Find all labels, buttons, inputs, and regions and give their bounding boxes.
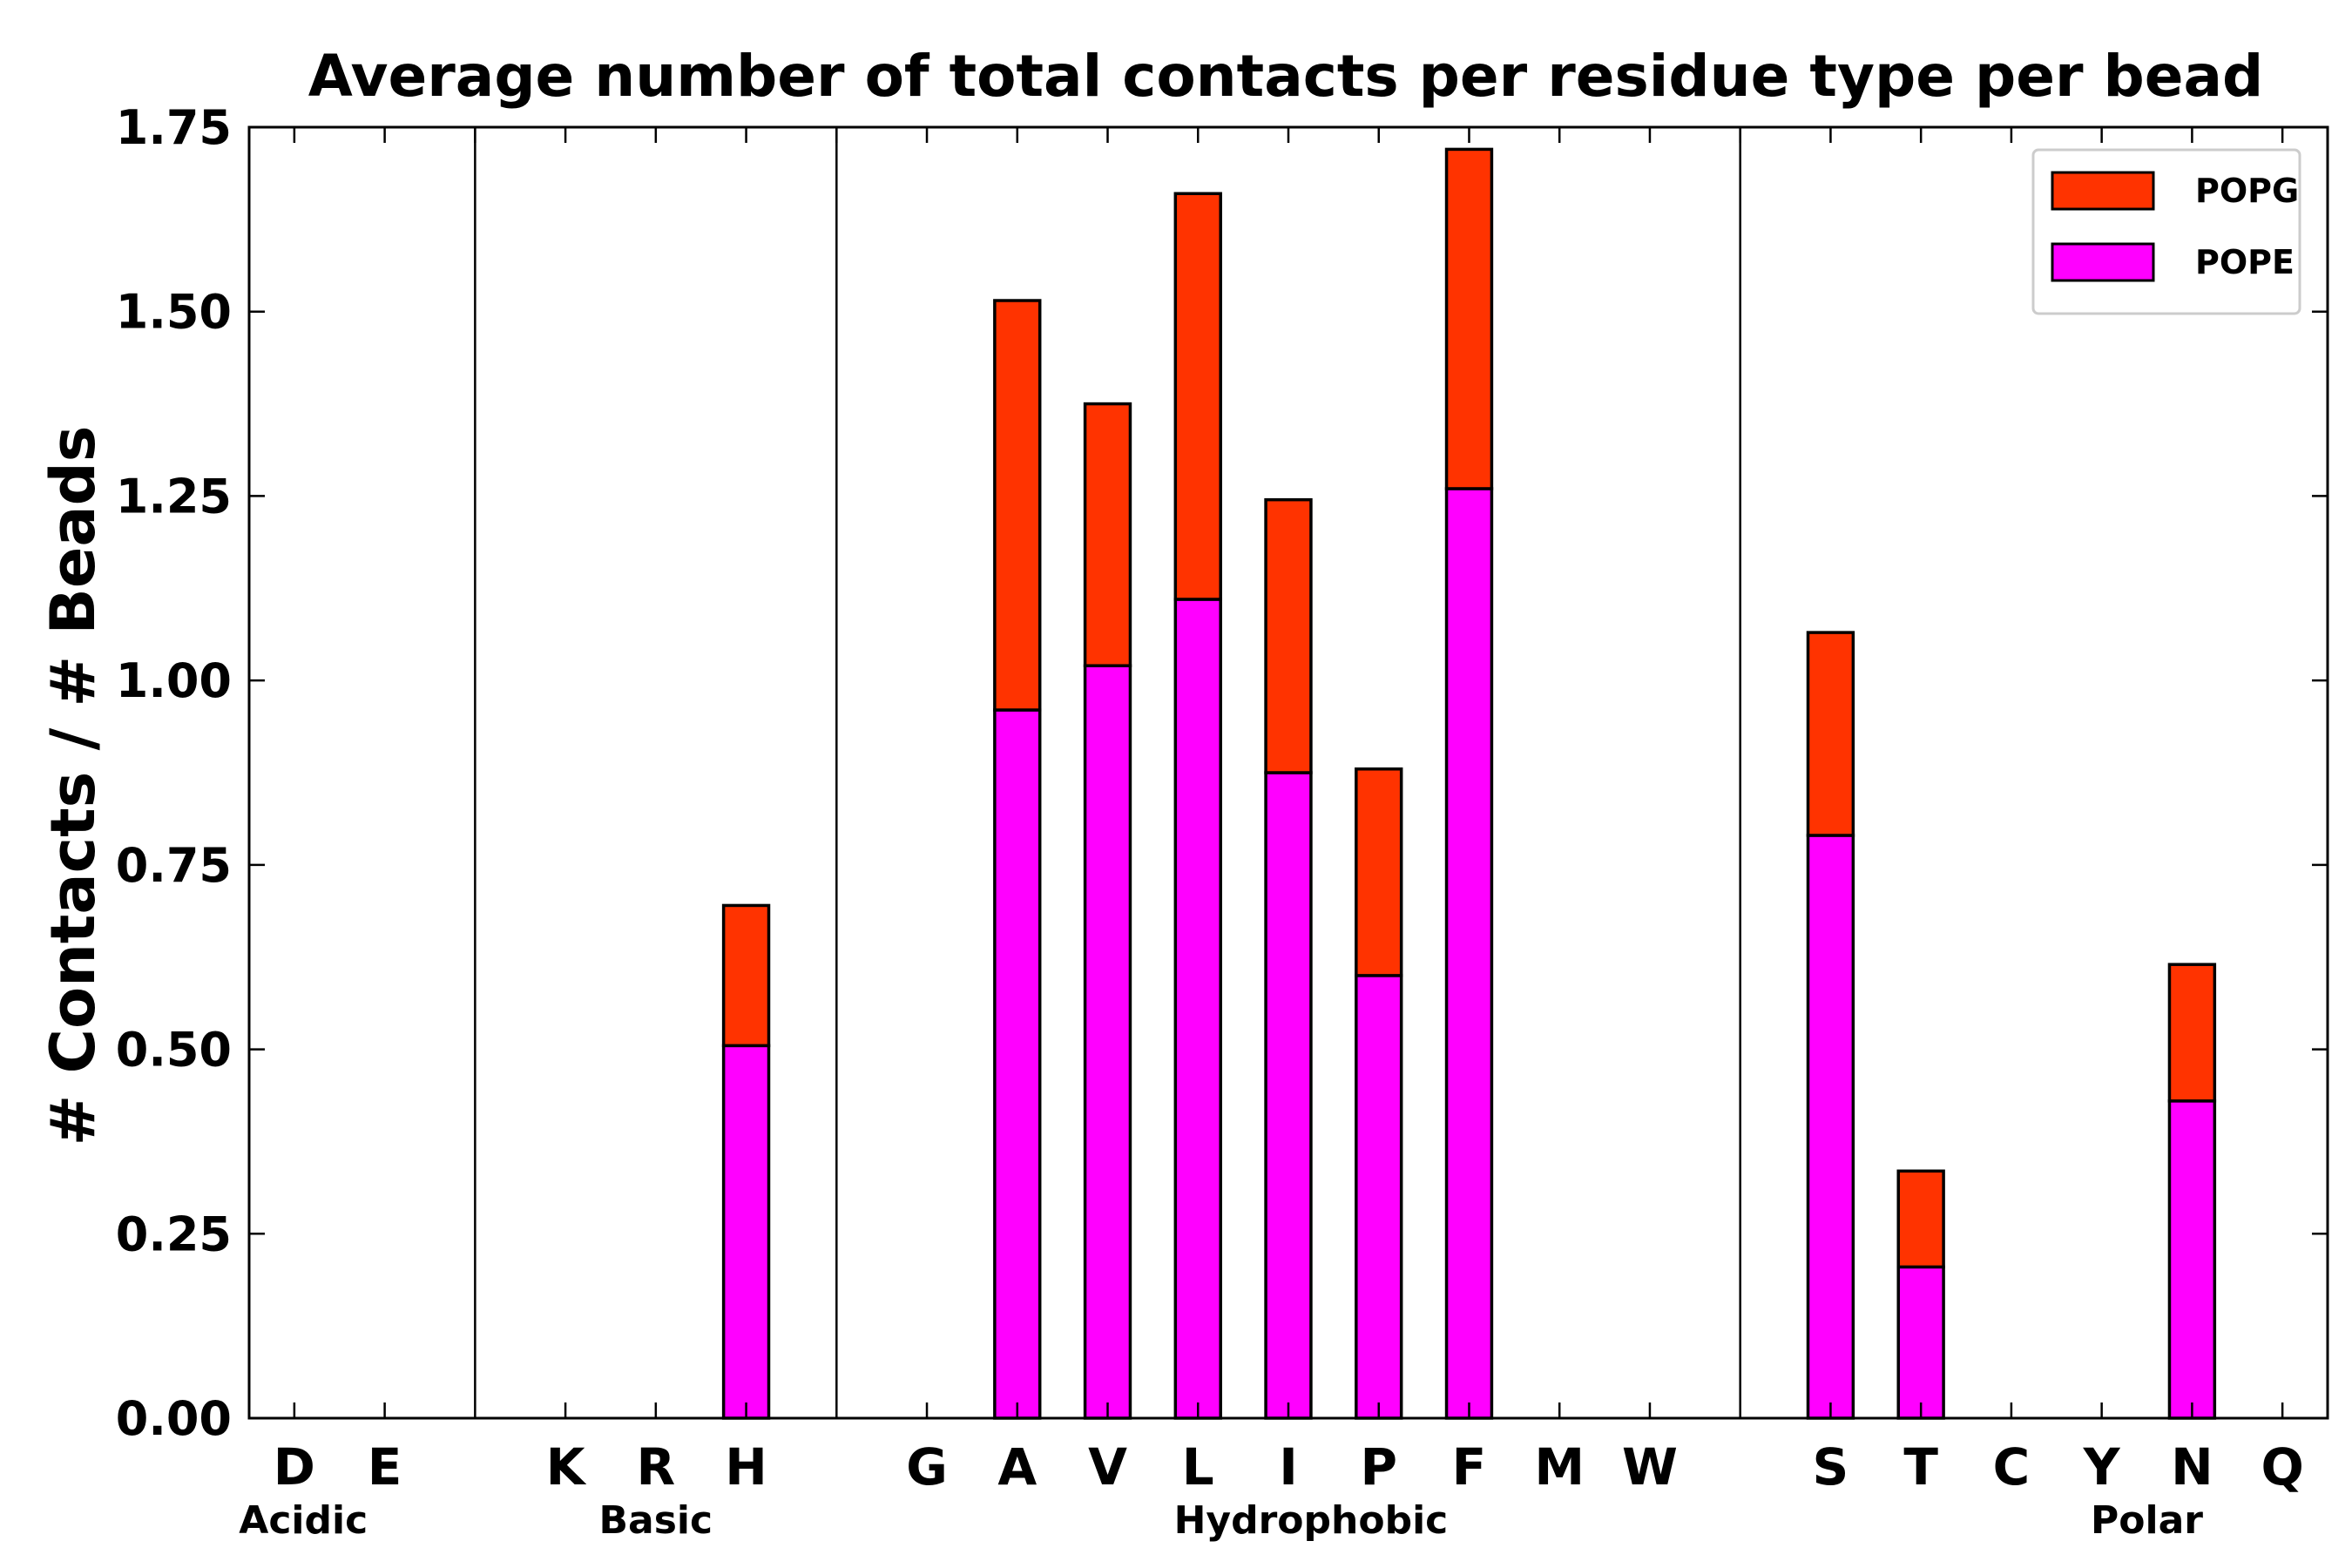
legend-swatch-pope xyxy=(2051,242,2155,282)
x-tick-label-V: V xyxy=(1088,1437,1127,1497)
group-label-acidic: Acidic xyxy=(239,1498,368,1543)
y-tick-label: 1.75 xyxy=(116,100,232,155)
x-tick-label-G: G xyxy=(906,1437,948,1497)
bar-popg-H xyxy=(721,903,771,1048)
x-tick-label-E: E xyxy=(368,1437,402,1497)
bar-pope-P xyxy=(1355,974,1403,1420)
y-tick-label: 1.25 xyxy=(116,469,232,524)
x-tick-label-A: A xyxy=(997,1437,1037,1497)
bar-popg-T xyxy=(1896,1169,1945,1269)
bar-popg-V xyxy=(1083,402,1132,667)
bar-pope-F xyxy=(1444,487,1494,1420)
x-tick-label-W: W xyxy=(1622,1437,1678,1497)
x-tick-label-N: N xyxy=(2171,1437,2213,1497)
legend-label-popg: POPG xyxy=(2195,172,2299,210)
x-tick-label-F: F xyxy=(1452,1437,1487,1497)
legend-label-pope: POPE xyxy=(2195,243,2295,281)
bar-pope-S xyxy=(1806,834,1855,1420)
y-tick-label: 0.50 xyxy=(116,1023,232,1078)
y-tick-label: 0.75 xyxy=(116,838,232,893)
x-tick-label-H: H xyxy=(725,1437,767,1497)
x-tick-label-M: M xyxy=(1534,1437,1585,1497)
x-tick-label-I: I xyxy=(1279,1437,1298,1497)
group-label-basic: Basic xyxy=(599,1498,713,1543)
x-tick-label-T: T xyxy=(1903,1437,1938,1497)
x-tick-label-S: S xyxy=(1813,1437,1849,1497)
bar-popg-F xyxy=(1444,147,1494,490)
bar-pope-L xyxy=(1173,598,1222,1420)
x-tick-label-K: K xyxy=(546,1437,587,1497)
group-label-polar: Polar xyxy=(2091,1498,2203,1543)
bar-pope-H xyxy=(721,1044,771,1420)
x-tick-label-D: D xyxy=(274,1437,315,1497)
bar-popg-A xyxy=(993,299,1042,712)
bar-popg-S xyxy=(1806,631,1855,837)
legend-swatch-popg xyxy=(2051,171,2155,211)
y-tick-label: 0.00 xyxy=(116,1391,232,1446)
bar-pope-A xyxy=(993,708,1042,1420)
y-tick-label: 1.50 xyxy=(116,285,232,340)
group-label-hydrophobic: Hydrophobic xyxy=(1174,1498,1449,1543)
x-tick-label-L: L xyxy=(1182,1437,1214,1497)
bar-pope-V xyxy=(1083,664,1132,1420)
y-axis-label: # Contacts / # Beads xyxy=(37,426,109,1146)
bar-popg-N xyxy=(2167,963,2217,1103)
bar-pope-N xyxy=(2167,1099,2217,1420)
bar-popg-I xyxy=(1264,497,1313,774)
bar-pope-T xyxy=(1896,1265,1945,1420)
x-tick-label-Y: Y xyxy=(2083,1437,2121,1497)
x-tick-label-Q: Q xyxy=(2261,1437,2303,1497)
x-tick-label-P: P xyxy=(1360,1437,1397,1497)
y-tick-label: 1.00 xyxy=(116,653,232,708)
bar-pope-I xyxy=(1264,771,1313,1420)
y-tick-label: 0.25 xyxy=(116,1206,232,1261)
chart-title: Average number of total contacts per res… xyxy=(308,43,2264,110)
x-tick-label-C: C xyxy=(1993,1437,2031,1497)
bar-popg-L xyxy=(1173,192,1222,601)
bar-popg-P xyxy=(1355,767,1403,977)
x-tick-label-R: R xyxy=(636,1437,675,1497)
plot-area: 0.00 0.25 0.50 0.75 1.00 1.25 1.50 1.75 D E K R H G A V… xyxy=(116,100,2329,1543)
legend: POPG POPE xyxy=(2031,148,2301,315)
